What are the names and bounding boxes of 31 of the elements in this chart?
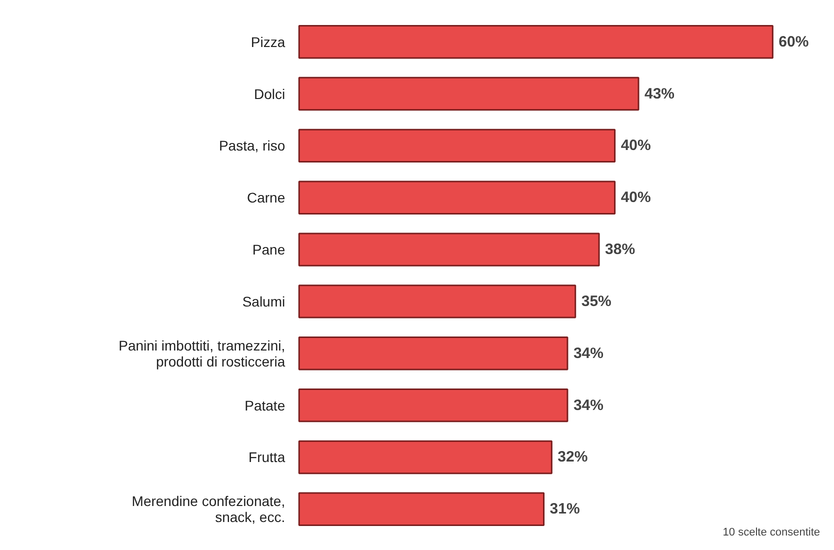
data-label: 34% [573, 396, 604, 414]
bar [298, 336, 568, 370]
y-tick-label: Salumi [242, 293, 286, 310]
y-tick-label: Panini imbottiti, tramezzini, prodotti di rosticceria [118, 337, 286, 370]
y-tick-label: Merendine confezionate, snack, ecc. [132, 493, 286, 526]
y-tick-label: Frutta [248, 449, 286, 466]
bar [298, 76, 640, 111]
bar [298, 284, 576, 318]
data-label: 38% [605, 241, 636, 258]
bar [298, 180, 616, 214]
data-label: 32% [558, 448, 588, 466]
bar [298, 232, 600, 266]
y-tick-label: Pasta, riso [218, 138, 286, 154]
data-label: 35% [581, 292, 612, 310]
data-label: 31% [550, 500, 580, 518]
data-label: 60% [778, 33, 809, 50]
bar [298, 25, 774, 59]
y-tick-label: Dolci [254, 86, 286, 102]
y-tick-label: Carne [246, 190, 286, 206]
data-label: 43% [644, 85, 675, 102]
bar [298, 440, 552, 474]
y-tick-label: Pizza [250, 34, 286, 50]
bar [298, 128, 616, 163]
data-label: 34% [573, 344, 604, 362]
y-tick-label: Patate [244, 397, 286, 414]
bar [298, 388, 568, 422]
data-label: 40% [620, 189, 651, 206]
y-tick-label: Pane [252, 242, 286, 258]
annotation: 10 scelte consentite [722, 526, 820, 539]
data-label: 40% [620, 137, 651, 154]
bar [298, 492, 545, 526]
